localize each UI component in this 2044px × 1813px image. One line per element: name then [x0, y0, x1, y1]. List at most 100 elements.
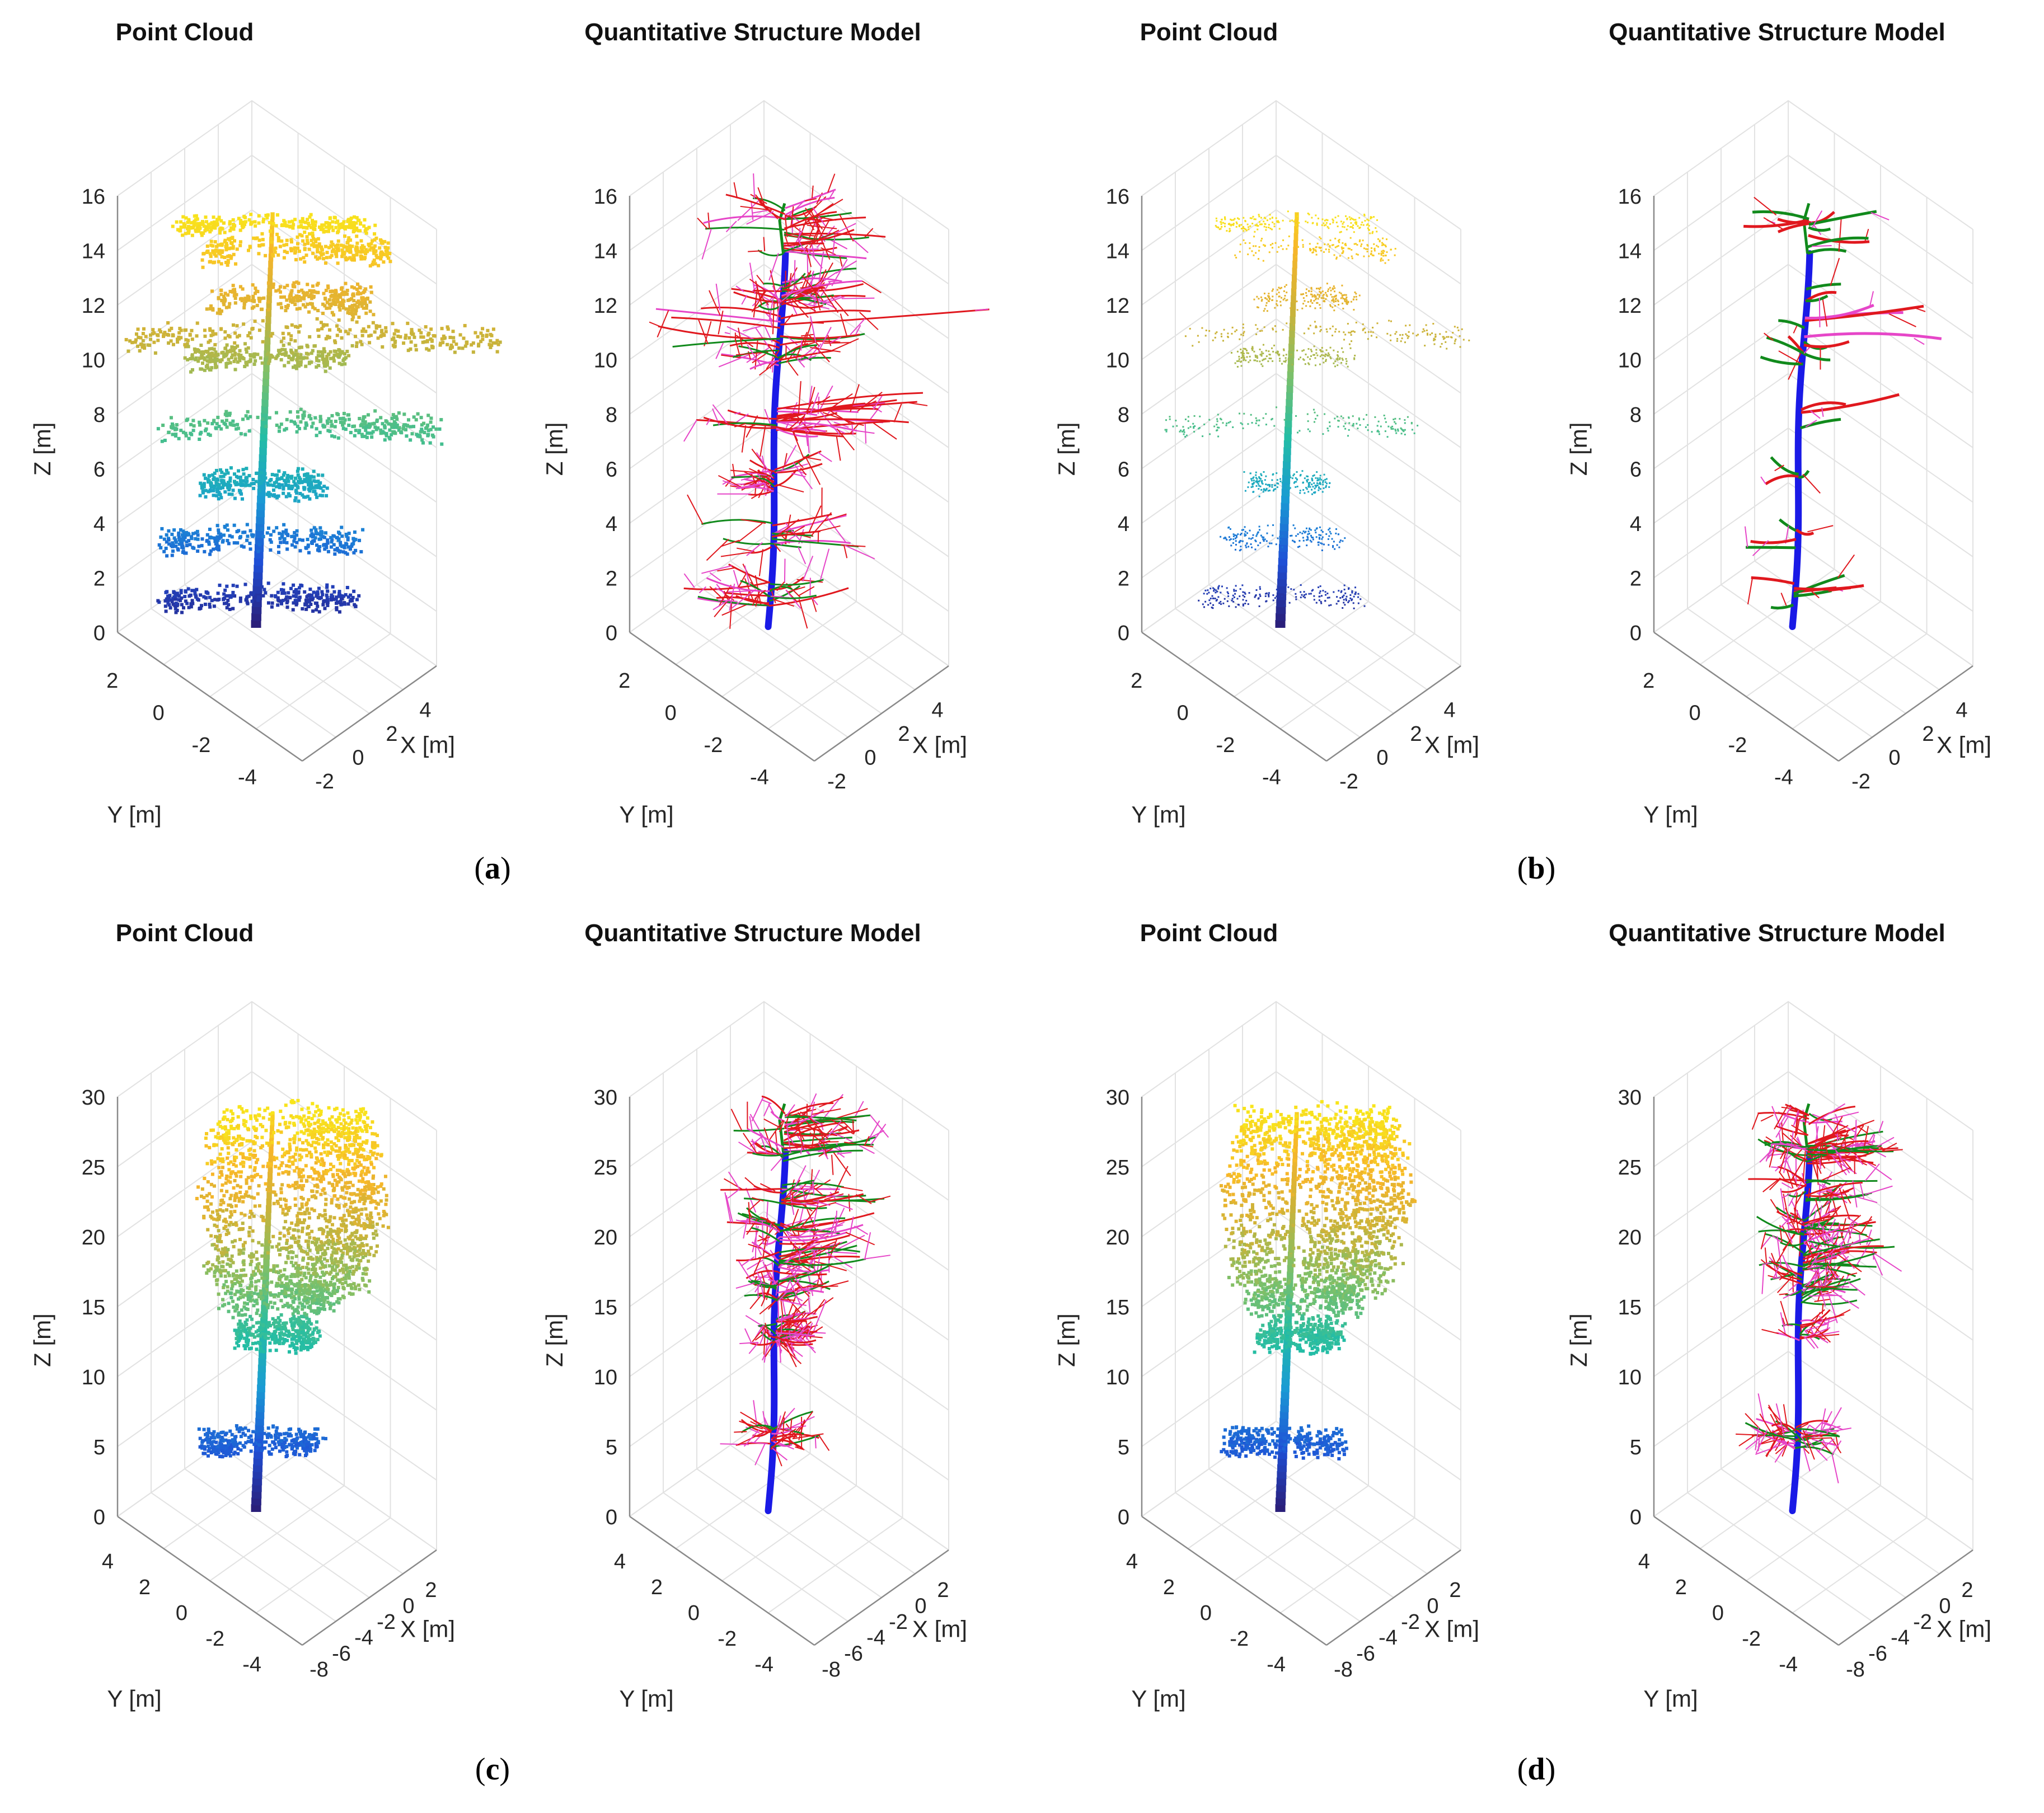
z-tick-label: 0 [93, 622, 105, 645]
branch-segment [1808, 226, 1831, 232]
branch-segment [1806, 283, 1841, 291]
z-tick-label: 12 [594, 294, 617, 318]
branch-segment [782, 1143, 874, 1157]
x-axis-label: X [m] [1424, 732, 1479, 758]
z-axis-label: Z [m] [29, 422, 55, 476]
z-tick-label: 6 [1118, 458, 1129, 482]
branch-segment [784, 1120, 855, 1128]
z-tick-label: 10 [1106, 349, 1129, 373]
branch-segment [744, 1197, 781, 1204]
branch-segment [753, 289, 782, 292]
branch-segment [784, 1107, 812, 1128]
z-tick-label: 8 [1118, 403, 1129, 427]
x-tick-label: -2 [1339, 770, 1358, 793]
branch-segment [733, 291, 782, 304]
branch-segment [771, 514, 847, 535]
plot-title: Quantitative Structure Model [1609, 919, 1945, 947]
x-tick-label: -4 [866, 1626, 885, 1650]
branch-segment [761, 1236, 781, 1245]
branch-segment [757, 249, 784, 257]
z-tick-label: 12 [1618, 294, 1642, 318]
branch-segment [779, 1231, 848, 1242]
branch-segment [751, 1227, 780, 1242]
z-tick-label: 30 [82, 1086, 105, 1110]
branch-segment [701, 307, 781, 318]
z-tick-label: 16 [1106, 185, 1129, 209]
x-tick-label: -6 [1868, 1642, 1887, 1666]
y-tick-label: 4 [102, 1550, 114, 1574]
stem-segment [1789, 1148, 1813, 1514]
branch-segment [1807, 1145, 1882, 1162]
x-tick-label: -6 [332, 1642, 351, 1666]
z-tick-label: 2 [93, 567, 105, 591]
z-tick-label: 25 [1618, 1156, 1642, 1180]
z-tick-label: 12 [1106, 294, 1129, 318]
panel-caption-c: (c) [475, 1752, 510, 1787]
point-cloud [124, 212, 502, 628]
branch-segment [771, 1439, 804, 1450]
branch-segment [771, 539, 851, 545]
branch-segment [1801, 1299, 1858, 1305]
branch-segment [744, 1294, 777, 1301]
branch-segment [779, 340, 841, 346]
axis-lines [116, 196, 437, 762]
z-tick-label: 14 [1106, 240, 1129, 264]
branch-segment [749, 546, 772, 554]
x-tick-label: 4 [1956, 698, 1967, 722]
z-tick-label: 30 [1618, 1086, 1642, 1110]
branch-segment [1803, 340, 1850, 349]
plot-title: Quantitative Structure Model [584, 18, 921, 46]
y-tick-label: 0 [1200, 1601, 1212, 1625]
branch-segment [749, 1340, 776, 1346]
branch-segment [1794, 584, 1864, 591]
branch-segment [1780, 1241, 1804, 1247]
z-tick-label: 6 [606, 458, 617, 482]
branch-segment [1757, 1138, 1808, 1156]
branch-segment [1795, 1428, 1839, 1437]
branch-segment [769, 594, 817, 599]
z-tick-label: 8 [1630, 403, 1642, 427]
branch-segment [1781, 1183, 1807, 1193]
branch-segment [1808, 210, 1877, 226]
z-axis-label: Z [m] [1565, 422, 1592, 476]
branch-segment [776, 392, 923, 410]
branch-segment [785, 1116, 857, 1121]
z-tick-label: 15 [82, 1296, 105, 1319]
x-tick-label: 2 [1410, 722, 1422, 746]
y-tick-label: -2 [704, 734, 723, 757]
branch-segment [775, 1336, 817, 1344]
branch-segment [780, 334, 860, 339]
branch-segment [785, 189, 836, 209]
branch-segment [1765, 1264, 1803, 1281]
branch-segment [1764, 1233, 1804, 1254]
axis-lines [1653, 196, 1973, 762]
z-tick-label: 0 [93, 1506, 105, 1529]
branch-segment [1804, 304, 1874, 320]
x-tick-label: 0 [1888, 746, 1900, 769]
branch-segment [761, 1095, 786, 1115]
z-tick-label: 4 [1630, 513, 1642, 536]
branch-segment [752, 1152, 784, 1157]
z-tick-label: 5 [1118, 1436, 1129, 1459]
branch-segment [727, 409, 777, 420]
x-tick-label: -8 [1846, 1658, 1865, 1682]
branch-segment [1801, 401, 1846, 411]
branch-segment [778, 1258, 866, 1266]
x-tick-label: -2 [1401, 1610, 1420, 1634]
z-axis-label: Z [m] [541, 1313, 568, 1367]
y-tick-label: 2 [106, 669, 118, 693]
branch-segment [774, 450, 822, 471]
z-tick-label: 30 [594, 1086, 617, 1110]
branch-segment [758, 200, 785, 220]
branch-segment [733, 1128, 785, 1132]
branch-segment [760, 1216, 781, 1232]
branch-segment [1793, 574, 1845, 595]
branch-segment [757, 471, 775, 479]
branch-segment [776, 428, 818, 438]
branch-segment [784, 229, 855, 245]
z-tick-label: 20 [1106, 1226, 1129, 1250]
x-axis-label: X [m] [400, 1616, 455, 1642]
z-tick-label: 0 [1630, 622, 1642, 645]
branch-segment [771, 530, 821, 538]
z-tick-label: 10 [594, 1366, 617, 1389]
